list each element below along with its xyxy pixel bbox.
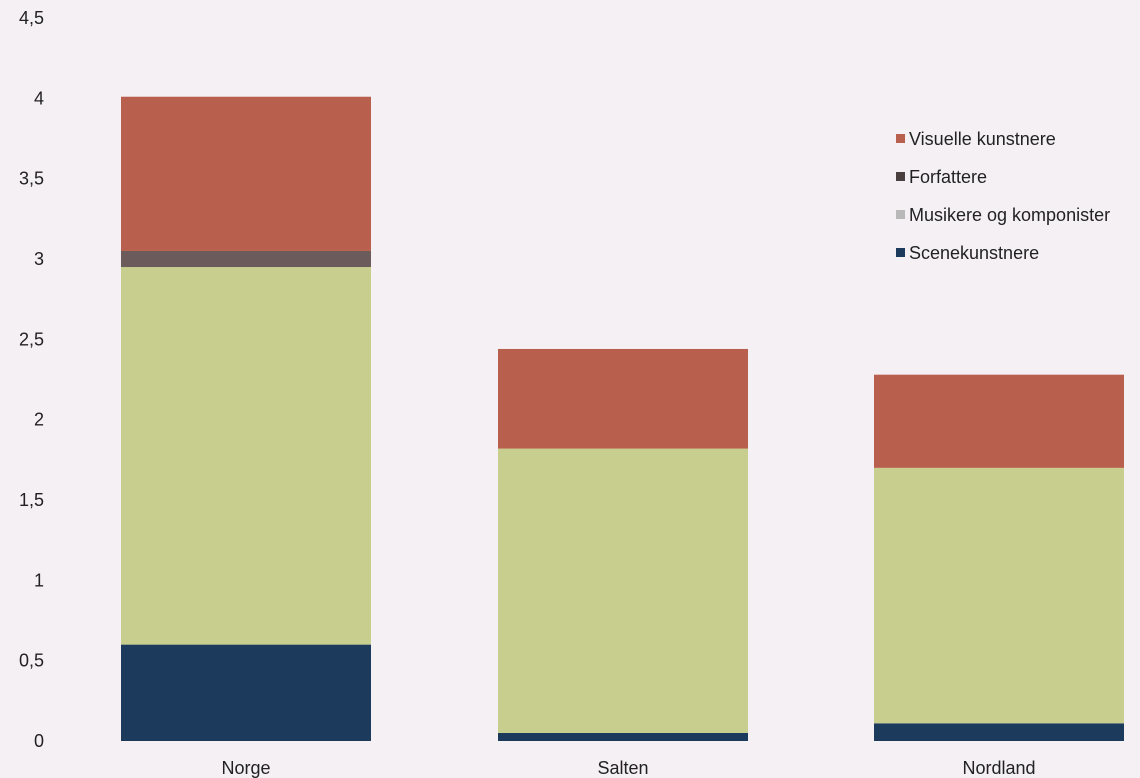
bar-segment-salten-3 (498, 348, 748, 449)
x-category-label: Nordland (962, 758, 1035, 778)
legend-swatch (896, 248, 905, 257)
bar-segment-norge-2 (121, 250, 371, 268)
bar-segment-salten-1 (498, 448, 748, 733)
y-tick-label: 4,5 (19, 8, 44, 28)
y-tick-label: 0,5 (19, 651, 44, 671)
legend-swatch (896, 172, 905, 181)
bar-segment-norge-0 (121, 644, 371, 741)
y-tick-label: 1 (34, 570, 44, 590)
bar-segment-nordland-0 (874, 723, 1124, 741)
legend: Visuelle kunstnere Forfattere Musikere og … (896, 129, 1110, 263)
y-tick-label: 2,5 (19, 329, 44, 349)
y-tick-label: 4 (34, 88, 44, 108)
legend-label: Musikere og komponister (909, 205, 1110, 225)
bar-segment-salten-0 (498, 732, 748, 741)
legend-swatch (896, 134, 905, 143)
bars (121, 96, 1124, 741)
bar-segment-norge-1 (121, 267, 371, 645)
y-axis: 0 0,5 1 1,5 2 2,5 3 3,5 4 4,5 (19, 8, 44, 751)
legend-swatch (896, 210, 905, 219)
y-tick-label: 1,5 (19, 490, 44, 510)
bar-segment-nordland-1 (874, 467, 1124, 724)
bar-segment-nordland-3 (874, 374, 1124, 468)
legend-label: Forfattere (909, 167, 987, 187)
legend-label: Visuelle kunstnere (909, 129, 1056, 149)
bar-segment-norge-3 (121, 96, 371, 251)
y-tick-label: 2 (34, 410, 44, 430)
x-axis: Norge Salten Nordland (221, 758, 1035, 778)
legend-label: Scenekunstnere (909, 243, 1039, 263)
x-category-label: Salten (597, 758, 648, 778)
x-category-label: Norge (221, 758, 270, 778)
y-tick-label: 0 (34, 731, 44, 751)
y-tick-label: 3,5 (19, 169, 44, 189)
y-tick-label: 3 (34, 249, 44, 269)
